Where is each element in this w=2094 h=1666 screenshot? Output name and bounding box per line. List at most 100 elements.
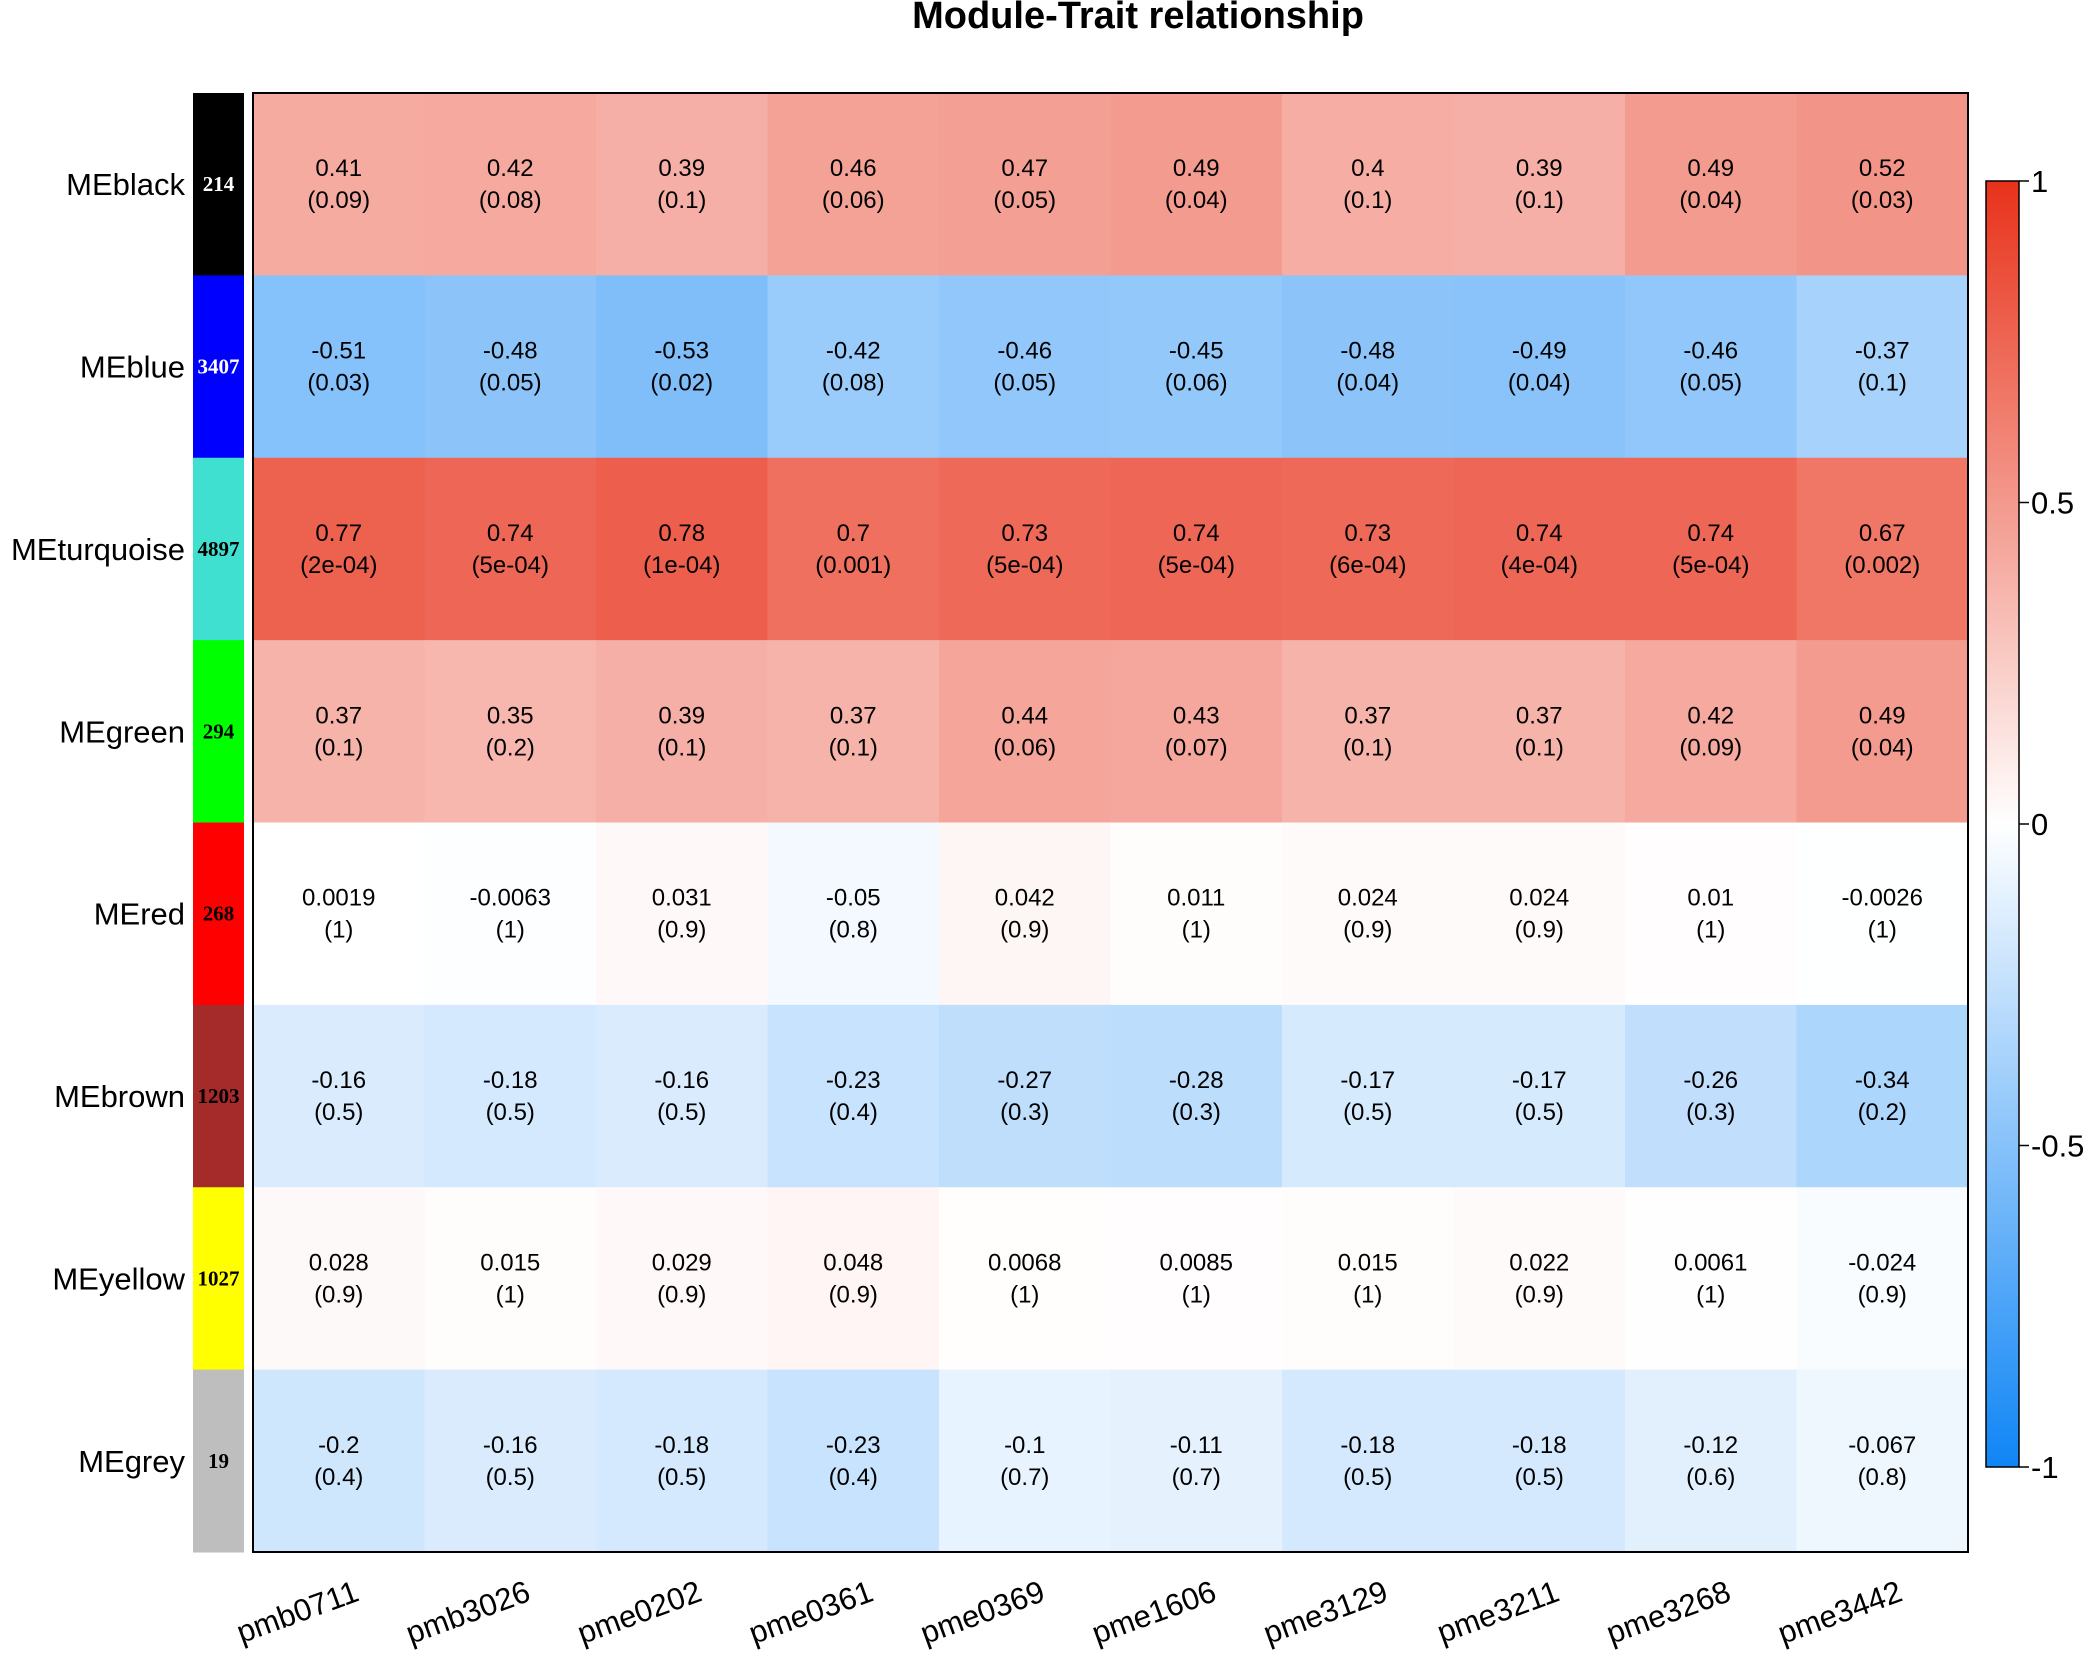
color-scale-legend: 1 0.5 0 -0.5 -1 bbox=[1985, 164, 2084, 1485]
heatmap-cell bbox=[939, 1369, 1111, 1553]
heatmap-cell bbox=[939, 1004, 1111, 1188]
cell-pvalue-label: (1) bbox=[1182, 917, 1211, 944]
cell-correlation-label: 0.43 bbox=[1173, 702, 1220, 729]
cell-pvalue-label: (0.8) bbox=[1858, 1464, 1907, 1491]
heatmap-cell bbox=[253, 1369, 425, 1553]
cell-correlation-label: -0.024 bbox=[1848, 1249, 1916, 1276]
cell-pvalue-label: (0.05) bbox=[993, 187, 1056, 214]
heatmap-cell-labels: 0.41 (0.09) 0.42 (0.08) 0.39 (0.1) 0.46 (0.06) 0… bbox=[300, 155, 1923, 1491]
legend-gradient-bar bbox=[1985, 180, 2020, 1468]
heatmap-cell bbox=[1796, 640, 1969, 823]
module-gene-count: 294 bbox=[203, 719, 235, 743]
cell-correlation-label: 0.49 bbox=[1859, 702, 1906, 729]
cell-pvalue-label: (0.05) bbox=[993, 370, 1056, 397]
cell-correlation-label: 0.52 bbox=[1859, 155, 1906, 182]
cell-correlation-label: 0.37 bbox=[1516, 702, 1563, 729]
cell-pvalue-label: (0.5) bbox=[1515, 1464, 1564, 1491]
row-label: MEblack bbox=[66, 167, 185, 202]
cell-pvalue-label: (2e-04) bbox=[300, 552, 377, 579]
heatmap-cell bbox=[1282, 822, 1454, 1006]
column-label: pme1606 bbox=[1087, 1574, 1220, 1651]
cell-correlation-label: 0.024 bbox=[1509, 885, 1569, 912]
cell-correlation-label: 0.01 bbox=[1687, 885, 1734, 912]
cell-pvalue-label: (0.02) bbox=[650, 370, 713, 397]
heatmap-cell bbox=[1625, 1187, 1797, 1371]
row-labels: MEblack MEblue MEturquoise MEgreen MEred MEbr… bbox=[11, 167, 186, 1479]
heatmap-cell bbox=[1625, 640, 1797, 823]
heatmap-cell bbox=[424, 93, 597, 276]
cell-pvalue-label: (1) bbox=[1010, 1281, 1039, 1308]
heatmap-cell bbox=[767, 1187, 940, 1371]
heatmap-cell bbox=[424, 457, 597, 641]
cell-correlation-label: -0.27 bbox=[997, 1067, 1052, 1094]
cell-correlation-label: 0.49 bbox=[1687, 155, 1734, 182]
cell-pvalue-label: (0.04) bbox=[1165, 187, 1228, 214]
cell-correlation-label: -0.17 bbox=[1512, 1067, 1567, 1094]
cell-correlation-label: 0.49 bbox=[1173, 155, 1220, 182]
heatmap-cell bbox=[596, 1369, 768, 1553]
cell-pvalue-label: (0.08) bbox=[479, 187, 542, 214]
cell-correlation-label: -0.48 bbox=[483, 338, 538, 365]
heatmap-cell bbox=[939, 93, 1111, 276]
cell-correlation-label: 0.77 bbox=[315, 520, 362, 547]
heatmap-cell bbox=[767, 275, 940, 459]
heatmap-cell bbox=[1453, 1187, 1626, 1371]
cell-correlation-label: -0.18 bbox=[1512, 1432, 1567, 1459]
cell-correlation-label: -0.067 bbox=[1848, 1432, 1916, 1459]
module-gene-count: 1027 bbox=[198, 1266, 240, 1290]
cell-correlation-label: -0.37 bbox=[1855, 338, 1910, 365]
row-label: MEbrown bbox=[54, 1079, 185, 1114]
cell-pvalue-label: (0.06) bbox=[993, 734, 1056, 761]
cell-pvalue-label: (0.03) bbox=[307, 370, 370, 397]
cell-correlation-label: 0.029 bbox=[652, 1249, 712, 1276]
cell-correlation-label: 0.0085 bbox=[1160, 1249, 1233, 1276]
cell-pvalue-label: (0.9) bbox=[314, 1281, 363, 1308]
heatmap-cell bbox=[939, 1187, 1111, 1371]
cell-correlation-label: -0.1 bbox=[1004, 1432, 1045, 1459]
cell-correlation-label: 0.028 bbox=[309, 1249, 369, 1276]
cell-pvalue-label: (0.9) bbox=[829, 1281, 878, 1308]
module-gene-count: 4897 bbox=[198, 537, 240, 561]
cell-correlation-label: -0.11 bbox=[1170, 1432, 1223, 1459]
heatmap-cell bbox=[1625, 1004, 1797, 1188]
chart-title: Module-Trait relationship bbox=[912, 0, 1364, 37]
cell-correlation-label: 0.42 bbox=[1687, 702, 1734, 729]
cell-pvalue-label: (5e-04) bbox=[1672, 552, 1749, 579]
cell-correlation-label: 0.42 bbox=[487, 155, 534, 182]
cell-pvalue-label: (0.5) bbox=[657, 1099, 706, 1126]
cell-correlation-label: 0.74 bbox=[487, 520, 534, 547]
column-label: pme0361 bbox=[744, 1574, 877, 1651]
cell-correlation-label: 0.0061 bbox=[1674, 1249, 1747, 1276]
cell-pvalue-label: (1) bbox=[1696, 1281, 1725, 1308]
cell-correlation-label: 0.0019 bbox=[302, 885, 375, 912]
cell-pvalue-label: (0.1) bbox=[1515, 187, 1564, 214]
cell-correlation-label: 0.011 bbox=[1167, 885, 1225, 912]
row-label: MEgrey bbox=[78, 1444, 185, 1479]
heatmap-cell bbox=[253, 822, 425, 1006]
cell-correlation-label: -0.51 bbox=[311, 338, 366, 365]
cell-correlation-label: 0.39 bbox=[1516, 155, 1563, 182]
cell-pvalue-label: (0.5) bbox=[657, 1464, 706, 1491]
cell-pvalue-label: (0.05) bbox=[1679, 370, 1742, 397]
cell-correlation-label: 0.39 bbox=[658, 155, 705, 182]
cell-correlation-label: -0.23 bbox=[826, 1432, 881, 1459]
heatmap-cell bbox=[1625, 1369, 1797, 1553]
cell-correlation-label: -0.18 bbox=[654, 1432, 709, 1459]
cell-pvalue-label: (0.04) bbox=[1336, 370, 1399, 397]
cell-correlation-label: -0.0063 bbox=[470, 885, 551, 912]
cell-pvalue-label: (0.9) bbox=[1515, 1281, 1564, 1308]
heatmap-cell bbox=[1110, 275, 1283, 459]
legend-tick-label: 1 bbox=[2031, 164, 2048, 199]
cell-correlation-label: -0.34 bbox=[1855, 1067, 1910, 1094]
row-label: MEgreen bbox=[59, 714, 185, 749]
module-color-swatch bbox=[193, 93, 244, 276]
cell-correlation-label: -0.23 bbox=[826, 1067, 881, 1094]
cell-pvalue-label: (0.1) bbox=[1343, 734, 1392, 761]
heatmap-cell bbox=[939, 822, 1111, 1006]
heatmap-cell bbox=[596, 640, 768, 823]
cell-correlation-label: -0.28 bbox=[1169, 1067, 1224, 1094]
heatmap-border bbox=[252, 92, 1969, 1553]
cell-correlation-label: 0.39 bbox=[658, 702, 705, 729]
heatmap-cell bbox=[767, 640, 940, 823]
